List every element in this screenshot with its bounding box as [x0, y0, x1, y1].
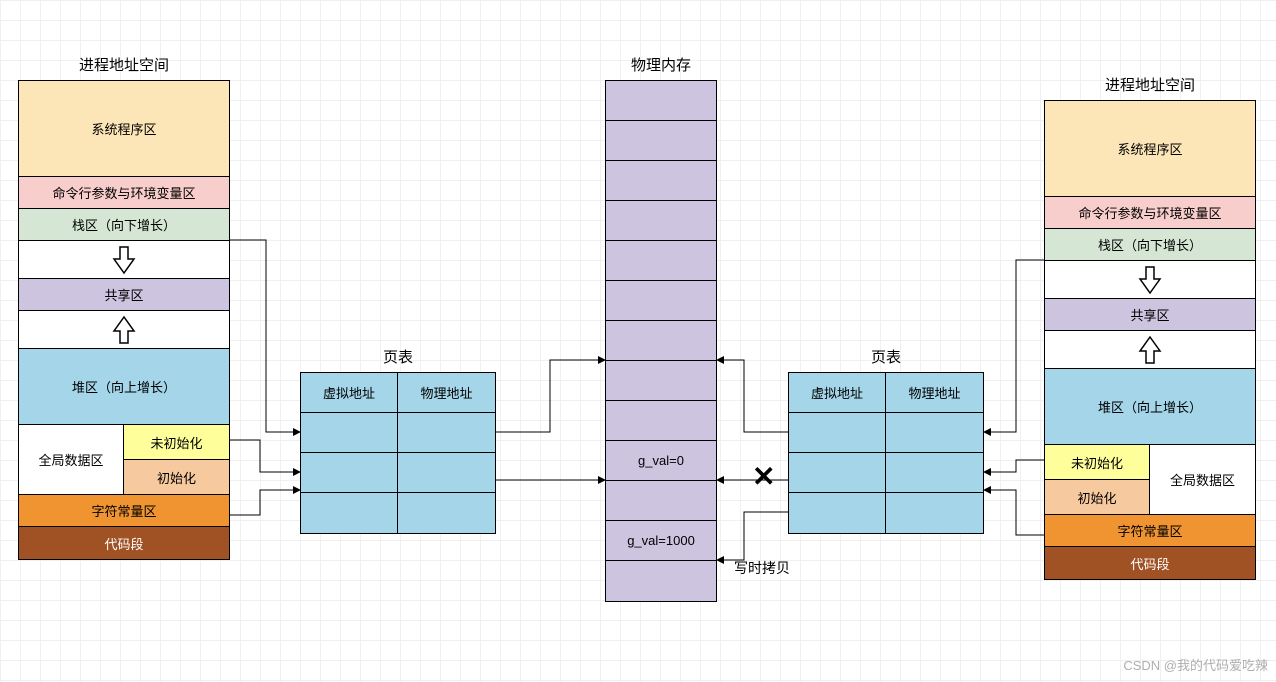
mem-6 — [606, 321, 716, 361]
seg-arrow-up-r — [1045, 331, 1255, 369]
up-arrow-icon — [1136, 335, 1164, 365]
page-table-left: 虚拟地址物理地址 — [300, 372, 496, 534]
mem-7 — [606, 361, 716, 401]
seg-string: 字符常量区 — [19, 495, 229, 527]
ptL-r2c0 — [301, 453, 398, 493]
ptL-r3c0 — [301, 493, 398, 533]
seg-global-r: 未初始化 初始化 全局数据区 — [1045, 445, 1255, 515]
init-label: 初始化 — [124, 460, 229, 494]
seg-system: 系统程序区 — [19, 81, 229, 177]
right-addr-title: 进程地址空间 — [1044, 74, 1256, 95]
seg-shared-r: 共享区 — [1045, 299, 1255, 331]
seg-code-r: 代码段 — [1045, 547, 1255, 579]
seg-code: 代码段 — [19, 527, 229, 559]
seg-stack: 栈区（向下增长） — [19, 209, 229, 241]
ptR-r1c0 — [789, 413, 886, 453]
cow-label: 写时拷贝 — [734, 558, 790, 578]
seg-string-r: 字符常量区 — [1045, 515, 1255, 547]
page-table-right: 虚拟地址物理地址 — [788, 372, 984, 534]
ptL-h0: 虚拟地址 — [301, 373, 398, 413]
uninit-label: 未初始化 — [124, 425, 229, 460]
mem-10 — [606, 481, 716, 521]
ptR-r2c0 — [789, 453, 886, 493]
watermark: CSDN @我的代码爱吃辣 — [1123, 655, 1268, 674]
uninit-label-r: 未初始化 — [1045, 445, 1149, 480]
mem-4 — [606, 241, 716, 281]
seg-heap-r: 堆区（向上增长） — [1045, 369, 1255, 445]
ptL-r1c0 — [301, 413, 398, 453]
right-addr-space: 系统程序区 命令行参数与环境变量区 栈区（向下增长） 共享区 堆区（向上增长） … — [1044, 100, 1256, 580]
mem-5 — [606, 281, 716, 321]
up-arrow-icon — [110, 315, 138, 345]
left-addr-title: 进程地址空间 — [18, 54, 230, 75]
ptR-r1c1 — [886, 413, 983, 453]
seg-arrow-up — [19, 311, 229, 349]
ptR-h1: 物理地址 — [886, 373, 983, 413]
page-table-right-title: 页表 — [788, 346, 984, 367]
mem-gval0: g_val=0 — [606, 441, 716, 481]
mem-12 — [606, 561, 716, 601]
init-label-r: 初始化 — [1045, 480, 1149, 514]
seg-global: 全局数据区 未初始化 初始化 — [19, 425, 229, 495]
cross-icon: ✕ — [752, 460, 775, 493]
left-addr-space: 系统程序区 命令行参数与环境变量区 栈区（向下增长） 共享区 堆区（向上增长） … — [18, 80, 230, 560]
phys-mem: g_val=0 g_val=1000 — [605, 80, 717, 602]
ptR-r3c0 — [789, 493, 886, 533]
down-arrow-icon — [110, 245, 138, 275]
ptR-h0: 虚拟地址 — [789, 373, 886, 413]
seg-arrow-down — [19, 241, 229, 279]
phys-mem-title: 物理内存 — [605, 54, 717, 75]
seg-cmdline-r: 命令行参数与环境变量区 — [1045, 197, 1255, 229]
global-data-label: 全局数据区 — [19, 425, 123, 494]
seg-cmdline: 命令行参数与环境变量区 — [19, 177, 229, 209]
mem-gval1000: g_val=1000 — [606, 521, 716, 561]
ptL-r2c1 — [398, 453, 495, 493]
seg-shared: 共享区 — [19, 279, 229, 311]
ptL-r1c1 — [398, 413, 495, 453]
seg-heap: 堆区（向上增长） — [19, 349, 229, 425]
seg-arrow-down-r — [1045, 261, 1255, 299]
seg-stack-r: 栈区（向下增长） — [1045, 229, 1255, 261]
ptR-r2c1 — [886, 453, 983, 493]
mem-2 — [606, 161, 716, 201]
mem-3 — [606, 201, 716, 241]
ptL-h1: 物理地址 — [398, 373, 495, 413]
down-arrow-icon — [1136, 265, 1164, 295]
mem-8 — [606, 401, 716, 441]
ptR-r3c1 — [886, 493, 983, 533]
seg-system-r: 系统程序区 — [1045, 101, 1255, 197]
mem-1 — [606, 121, 716, 161]
mem-0 — [606, 81, 716, 121]
global-data-label-r: 全局数据区 — [1150, 445, 1255, 514]
ptL-r3c1 — [398, 493, 495, 533]
page-table-left-title: 页表 — [300, 346, 496, 367]
